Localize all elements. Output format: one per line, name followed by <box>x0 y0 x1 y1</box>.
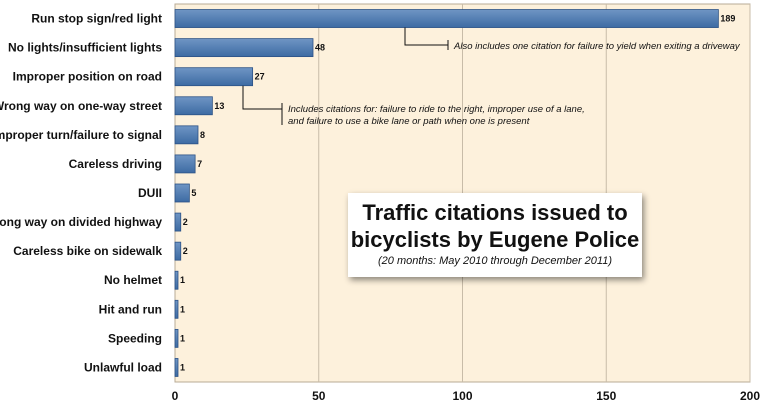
category-label: Hit and run <box>99 302 162 316</box>
x-tick-label: 0 <box>172 389 179 403</box>
value-label: 1 <box>180 362 185 372</box>
bar <box>174 125 199 145</box>
x-tick-label: 200 <box>740 389 760 403</box>
bar <box>174 299 179 319</box>
bar <box>174 358 179 377</box>
value-label: 1 <box>180 333 185 343</box>
x-axis-tick-labels: 0 50 100 150 200 <box>172 389 761 403</box>
value-label: 1 <box>180 304 185 314</box>
bar <box>174 328 179 348</box>
category-label: Run stop sign/red light <box>31 12 162 26</box>
category-label: No helmet <box>104 273 162 287</box>
bars <box>174 9 719 377</box>
category-labels: Run stop sign/red light No lights/insuffi… <box>0 12 162 375</box>
value-label: 5 <box>191 188 196 198</box>
bar <box>174 38 314 58</box>
value-label: 8 <box>200 130 205 140</box>
bar <box>174 96 213 116</box>
annotations: Also includes one citation for failure t… <box>242 27 741 127</box>
value-label: 2 <box>183 217 188 227</box>
annotation-text: Also includes one citation for failure t… <box>453 41 741 52</box>
category-label: Improper position on road <box>13 70 162 84</box>
bar <box>174 212 182 232</box>
bar <box>174 183 190 203</box>
bar <box>174 270 179 290</box>
annotation-text: Includes citations for: failure to ride … <box>288 104 585 115</box>
value-label: 27 <box>255 72 265 82</box>
category-label: DUII <box>138 186 162 200</box>
x-tick-label: 100 <box>452 389 472 403</box>
value-label: 1 <box>180 275 185 285</box>
bar <box>174 9 719 28</box>
x-tick-label: 150 <box>596 389 616 403</box>
chart-title-line-2: bicyclists by Eugene Police <box>350 227 640 252</box>
category-label: Speeding <box>108 331 162 345</box>
chart-title-line-1: Traffic citations issued to <box>362 200 628 225</box>
category-label: Improper turn/failure to signal <box>0 128 162 142</box>
category-label: Wrong way on one-way street <box>0 99 162 113</box>
annotation-leader-line <box>404 27 448 46</box>
value-label: 13 <box>214 101 224 111</box>
category-label: Careless driving <box>69 157 162 171</box>
title-box: Traffic citations issued to bicyclists b… <box>348 193 642 277</box>
value-label: 48 <box>315 43 325 53</box>
annotation-text: and failure to use a bike lane or path w… <box>288 116 530 127</box>
category-label: Unlawful load <box>84 360 162 374</box>
value-labels: 189 48 27 13 8 7 5 2 2 1 1 1 1 <box>180 14 735 373</box>
x-tick-label: 50 <box>312 389 326 403</box>
chart-subtitle: (20 months: May 2010 through December 20… <box>378 255 612 267</box>
bar <box>174 67 254 87</box>
bar <box>174 154 196 174</box>
annotation-leader-line <box>242 85 282 110</box>
value-label: 189 <box>720 14 735 24</box>
category-label: Wrong way on divided highway <box>0 215 162 229</box>
bar <box>174 241 182 261</box>
value-label: 7 <box>197 159 202 169</box>
category-label: Careless bike on sidewalk <box>13 244 162 258</box>
category-label: No lights/insufficient lights <box>8 41 162 55</box>
value-label: 2 <box>183 246 188 256</box>
